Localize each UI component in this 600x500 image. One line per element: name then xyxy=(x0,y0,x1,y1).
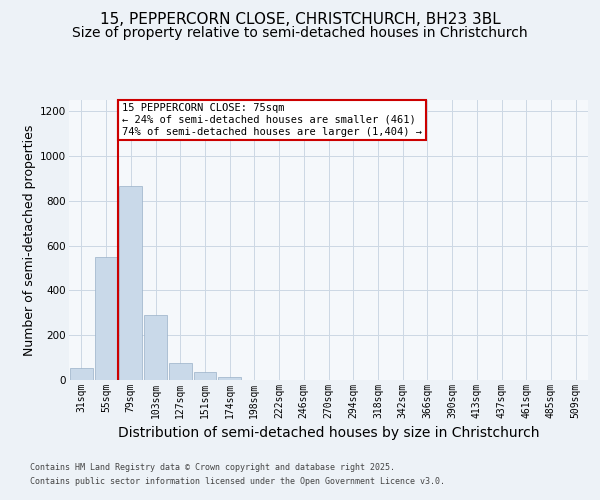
Bar xyxy=(70,368,93,380)
Bar xyxy=(119,186,142,380)
Text: 15, PEPPERCORN CLOSE, CHRISTCHURCH, BH23 3BL: 15, PEPPERCORN CLOSE, CHRISTCHURCH, BH23… xyxy=(100,12,500,28)
Text: Contains HM Land Registry data © Crown copyright and database right 2025.: Contains HM Land Registry data © Crown c… xyxy=(30,464,395,472)
Y-axis label: Number of semi-detached properties: Number of semi-detached properties xyxy=(23,124,36,356)
Bar xyxy=(218,376,241,380)
X-axis label: Distribution of semi-detached houses by size in Christchurch: Distribution of semi-detached houses by … xyxy=(118,426,539,440)
Bar xyxy=(95,257,118,380)
Text: 15 PEPPERCORN CLOSE: 75sqm
← 24% of semi-detached houses are smaller (461)
74% o: 15 PEPPERCORN CLOSE: 75sqm ← 24% of semi… xyxy=(122,104,422,136)
Text: Contains public sector information licensed under the Open Government Licence v3: Contains public sector information licen… xyxy=(30,477,445,486)
Text: Size of property relative to semi-detached houses in Christchurch: Size of property relative to semi-detach… xyxy=(72,26,528,40)
Bar xyxy=(144,315,167,380)
Bar xyxy=(169,363,191,380)
Bar xyxy=(194,372,216,380)
